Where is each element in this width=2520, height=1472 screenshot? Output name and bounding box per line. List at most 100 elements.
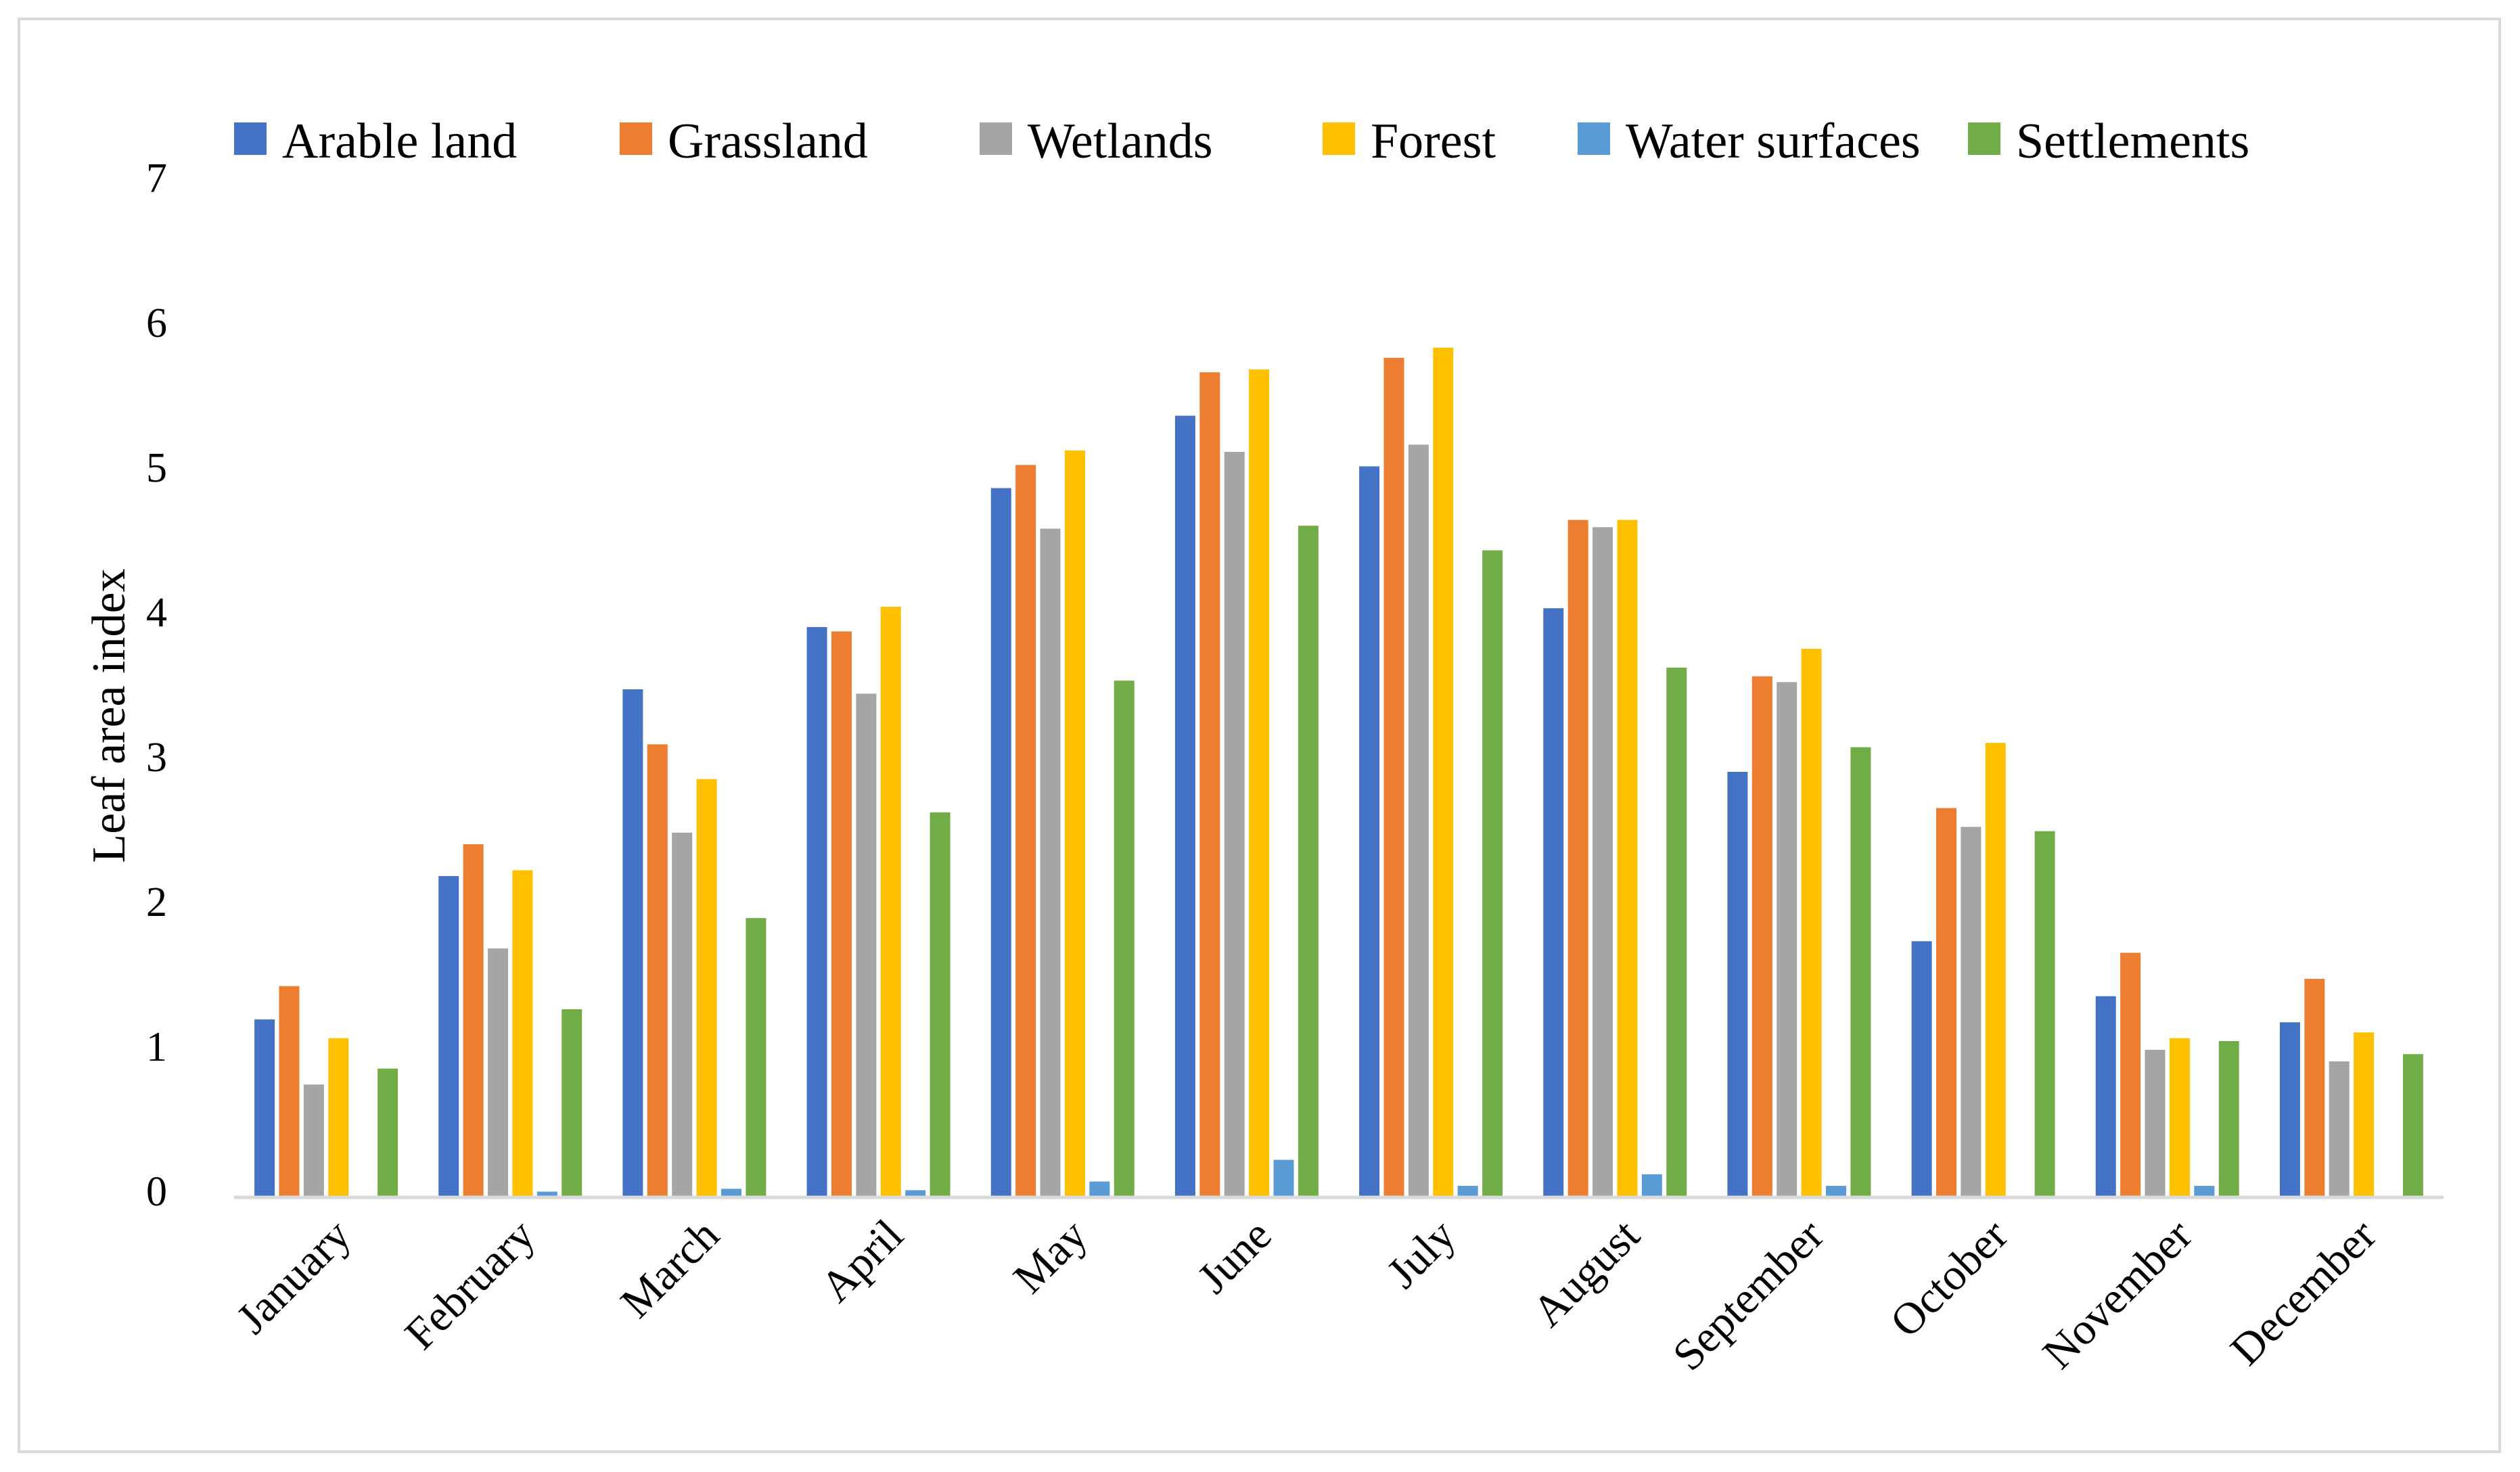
bar-forest-may: [1064, 450, 1085, 1196]
bar-arable-land-june: [1174, 415, 1195, 1196]
bar-arable-land-april: [806, 626, 827, 1196]
bar-water-surfaces-march: [721, 1189, 742, 1196]
bar-arable-land-january: [254, 1019, 275, 1196]
bar-water-surfaces-november: [2194, 1186, 2215, 1196]
bar-forest-october: [1985, 743, 2006, 1196]
bar-forest-february: [512, 870, 533, 1196]
bar-wetlands-july: [1408, 444, 1429, 1196]
bar-wetlands-october: [1961, 827, 1981, 1196]
legend-label: Forest: [1371, 114, 1496, 169]
legend-label: Grassland: [668, 114, 868, 169]
legend-swatch-wetlands: [980, 122, 1012, 155]
x-tick-label: January: [227, 1210, 361, 1343]
bar-forest-august: [1617, 520, 1638, 1196]
x-tick-label: December: [2221, 1210, 2385, 1375]
y-tick-label: 3: [146, 735, 167, 781]
x-tick-label: October: [1881, 1210, 2017, 1347]
bar-arable-land-december: [2279, 1022, 2300, 1196]
bar-water-surfaces-august: [1641, 1174, 1662, 1196]
legend: Arable land Grassland Wetlands Forest Water …: [234, 114, 2249, 169]
bar-arable-land-march: [622, 689, 643, 1196]
bar-settlements-april: [930, 812, 950, 1196]
bar-settlements-august: [1666, 667, 1687, 1196]
bar-settlements-december: [2402, 1054, 2423, 1196]
legend-swatch-grassland: [620, 122, 652, 155]
bar-grassland-september: [1751, 676, 1772, 1196]
legend-swatch-arable-land: [234, 122, 267, 155]
x-tick-label: August: [1523, 1210, 1649, 1336]
y-axis-title: Leaf area index: [83, 568, 135, 862]
bar-wetlands-december: [2329, 1061, 2350, 1196]
bar-settlements-july: [1482, 550, 1503, 1196]
bar-forest-july: [1433, 347, 1454, 1197]
y-tick-label: 6: [146, 300, 167, 346]
bar-grassland-june: [1199, 372, 1220, 1196]
bar-forest-december: [2354, 1032, 2375, 1196]
bar-forest-june: [1249, 369, 1270, 1196]
bar-grassland-march: [647, 744, 668, 1196]
bar-grassland-january: [279, 986, 300, 1196]
bar-grassland-december: [2304, 979, 2325, 1196]
bar-arable-land-november: [2095, 996, 2116, 1196]
legend-swatch-settlements: [1968, 122, 2000, 155]
bar-forest-september: [1801, 649, 1822, 1196]
bar-settlements-november: [2218, 1041, 2239, 1196]
bar-arable-land-may: [990, 488, 1011, 1196]
bar-forest-november: [2169, 1038, 2190, 1196]
legend-label: Arable land: [282, 114, 517, 169]
legend-label: Water surfaces: [1626, 114, 1921, 169]
bar-water-surfaces-april: [905, 1190, 926, 1196]
bar-water-surfaces-may: [1089, 1181, 1110, 1196]
y-tick-label: 2: [146, 879, 167, 925]
bar-wetlands-april: [856, 693, 877, 1196]
legend-swatch-forest: [1323, 122, 1355, 155]
bar-wetlands-may: [1040, 528, 1061, 1196]
x-tick-label: November: [2034, 1210, 2202, 1379]
x-tick-label: May: [1004, 1210, 1097, 1303]
bar-settlements-june: [1298, 526, 1319, 1196]
bar-wetlands-november: [2145, 1049, 2166, 1196]
bar-grassland-october: [1935, 808, 1956, 1196]
bar-arable-land-july: [1359, 466, 1380, 1197]
bar-wetlands-february: [488, 948, 509, 1196]
bar-water-surfaces-july: [1457, 1186, 1478, 1196]
bar-wetlands-march: [672, 832, 693, 1196]
y-tick-label: 1: [146, 1024, 167, 1070]
bar-settlements-september: [1850, 747, 1871, 1196]
legend-label: Wetlands: [1028, 114, 1213, 169]
bar-grassland-july: [1383, 357, 1404, 1197]
y-axis-ticks: 0 1 2 3 4 5 6 7: [146, 156, 167, 1215]
bar-settlements-march: [746, 918, 766, 1196]
bar-water-surfaces-september: [1826, 1186, 1847, 1196]
x-tick-label: February: [396, 1210, 545, 1359]
bar-settlements-january: [377, 1068, 398, 1196]
bar-arable-land-august: [1543, 608, 1564, 1196]
bar-wetlands-august: [1593, 527, 1613, 1196]
bar-wetlands-june: [1224, 452, 1245, 1196]
y-tick-label: 5: [146, 445, 167, 491]
legend-label: Settlements: [2016, 114, 2249, 169]
bar-arable-land-february: [438, 876, 459, 1196]
bar-forest-january: [328, 1038, 349, 1196]
legend-swatch-water-surfaces: [1578, 122, 1610, 155]
bar-grassland-february: [463, 844, 484, 1196]
bar-forest-april: [880, 607, 901, 1196]
bar-water-surfaces-february: [536, 1191, 557, 1196]
x-tick-label: June: [1188, 1210, 1281, 1303]
bar-arable-land-september: [1727, 771, 1748, 1196]
x-tick-label: April: [811, 1210, 913, 1312]
bar-settlements-october: [2034, 831, 2055, 1196]
bar-forest-march: [696, 779, 717, 1196]
bar-grassland-april: [831, 631, 852, 1196]
x-tick-label: March: [612, 1210, 729, 1327]
x-tick-label: July: [1377, 1210, 1465, 1297]
bar-grassland-august: [1567, 520, 1588, 1196]
bar-settlements-february: [562, 1009, 582, 1196]
bar-grassland-november: [2120, 952, 2141, 1196]
bar-wetlands-september: [1777, 682, 1797, 1196]
y-tick-label: 0: [146, 1169, 167, 1215]
bar-wetlands-january: [303, 1084, 324, 1196]
x-tick-label: September: [1664, 1210, 1833, 1380]
bar-water-surfaces-june: [1273, 1159, 1294, 1196]
y-tick-label: 7: [146, 156, 167, 202]
